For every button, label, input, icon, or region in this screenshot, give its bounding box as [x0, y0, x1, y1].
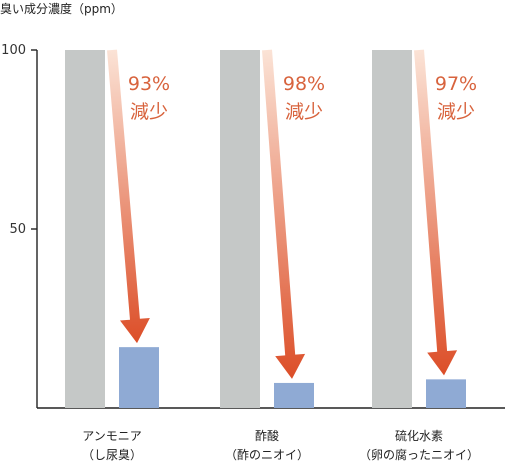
- reduction-arrow: [262, 49, 306, 379]
- reduction-percent: 97%: [435, 73, 477, 95]
- bar-after: [274, 382, 314, 408]
- reduction-percent: 93%: [128, 73, 170, 95]
- category-label: アンモニア: [82, 429, 142, 443]
- reduction-arrow: [414, 49, 458, 376]
- category-labels: アンモニア （し尿臭） 酢酸 （酢のニオイ） 硫化水素 （卵の腐ったニオイ）: [82, 428, 479, 462]
- category-label: （卵の腐ったニオイ）: [359, 447, 479, 462]
- reduction-text: 減少: [285, 101, 323, 123]
- reduction-text: 減少: [437, 101, 475, 123]
- category-label: 酢酸: [255, 428, 279, 443]
- bar-before: [372, 50, 412, 408]
- y-tick-label: 100: [1, 43, 26, 58]
- reduction-arrows: [107, 49, 458, 379]
- bar-before: [65, 50, 105, 408]
- bar-after: [426, 379, 466, 408]
- reduction-arrow: [107, 49, 150, 344]
- y-tick-label: 50: [9, 222, 26, 237]
- bar-before: [220, 50, 260, 408]
- bars: [65, 50, 466, 408]
- category-label: （酢のニオイ）: [225, 447, 309, 462]
- y-axis-title: 臭い成分濃度（ppm）: [0, 1, 123, 16]
- reduction-percent: 98%: [283, 73, 325, 95]
- category-label: 硫化水素: [395, 428, 443, 443]
- annotation-labels: 93% 減少 98% 減少 97% 減少: [128, 73, 477, 123]
- category-label: （し尿臭）: [82, 447, 142, 462]
- reduction-text: 減少: [130, 101, 168, 123]
- bar-after: [119, 347, 159, 408]
